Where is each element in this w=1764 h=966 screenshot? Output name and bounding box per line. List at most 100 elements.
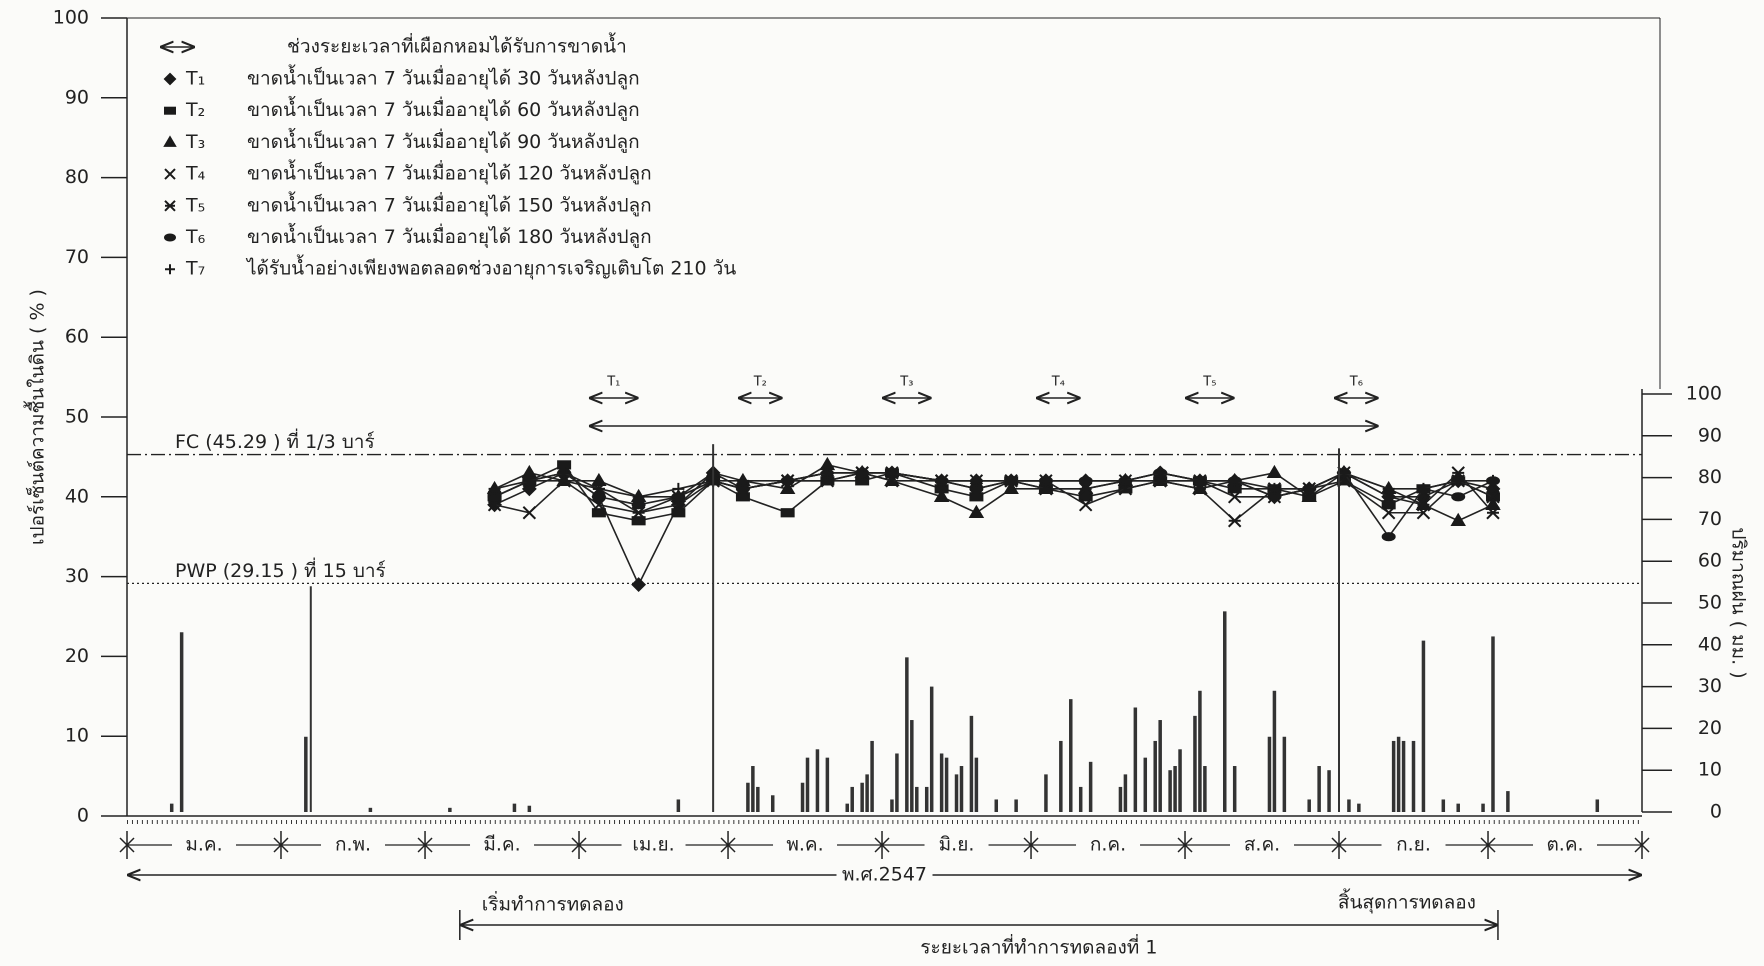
rain-bar xyxy=(826,758,830,812)
y2-tick-label: 20 xyxy=(1698,717,1722,739)
rain-bar xyxy=(1193,716,1197,812)
rain-bar xyxy=(528,806,532,812)
rain-bar xyxy=(1392,741,1396,812)
rain-bar xyxy=(1044,774,1048,812)
legend-name: T₃ xyxy=(185,131,205,153)
marker xyxy=(633,579,645,591)
y-tick-label: 60 xyxy=(65,326,89,348)
x-tick-label: ม.ค. xyxy=(185,834,222,856)
marker xyxy=(1268,467,1280,477)
legend-marker xyxy=(165,264,175,274)
rain-bar xyxy=(751,766,755,812)
rain-bar xyxy=(870,741,874,812)
rain-bar xyxy=(1442,799,1446,812)
experiment-start-label: เริ่มทำการทดลอง xyxy=(482,891,624,916)
rain-bar xyxy=(1124,774,1128,812)
y-tick-label: 30 xyxy=(65,565,89,587)
rain-bar xyxy=(712,444,714,812)
rain-bar xyxy=(1089,762,1093,812)
rain-bar xyxy=(1412,741,1416,812)
rain-bar xyxy=(513,804,517,812)
x-tick-label: เม.ย. xyxy=(632,834,674,856)
rain-bar xyxy=(970,716,974,812)
rain-bar xyxy=(940,753,944,812)
y2-tick-label: 0 xyxy=(1710,801,1722,823)
rain-bar xyxy=(905,657,909,812)
legend-marker xyxy=(165,201,175,211)
legend-stress-text: ช่วงระยะเวลาที่เผือกหอมได้รับการขาดน้ำ xyxy=(287,33,627,58)
legend-marker xyxy=(165,169,175,179)
rain-bar xyxy=(1079,787,1083,812)
legend-name: T₁ xyxy=(185,68,205,90)
rain-bar xyxy=(945,758,949,812)
legend-description: ขาดน้ำเป็นเวลา 7 วันเมื่ออายุได้ 150 วัน… xyxy=(247,191,652,217)
rain-bar xyxy=(865,774,869,812)
rain-bar xyxy=(369,808,373,812)
rain-bar xyxy=(1357,804,1361,812)
rain-bar xyxy=(1491,636,1495,812)
x-tick-label: พ.ค. xyxy=(786,834,823,856)
rain-bar xyxy=(1178,749,1182,812)
y-tick-label: 80 xyxy=(65,166,89,188)
rain-bar xyxy=(1268,737,1272,812)
rain-bar xyxy=(1481,804,1485,812)
rain-bar xyxy=(1422,641,1426,812)
rain-bar xyxy=(850,787,854,812)
x-tick-label: มี.ค. xyxy=(483,834,520,856)
legend-description: ขาดน้ำเป็นเวลา 7 วันเมื่ออายุได้ 60 วันห… xyxy=(247,96,640,122)
rain-bar xyxy=(915,787,919,812)
experiment-label: ระยะเวลาที่ทำการทดลองที่ 1 xyxy=(920,934,1157,959)
legend-description: ขาดน้ำเป็นเวลา 7 วันเมื่ออายุได้ 120 วัน… xyxy=(247,160,652,186)
marker xyxy=(1383,533,1395,540)
rain-bar xyxy=(448,808,452,812)
rain-bar xyxy=(1338,448,1340,812)
legend-name: T₄ xyxy=(185,163,206,185)
rain-bar xyxy=(1153,741,1157,812)
rain-bar xyxy=(170,804,174,812)
y-tick-label: 40 xyxy=(65,485,89,507)
rain-bar xyxy=(975,758,979,812)
rain-bar xyxy=(806,758,810,812)
marker xyxy=(1229,515,1241,527)
marker xyxy=(523,507,535,519)
legend-name: T₅ xyxy=(185,194,205,216)
legend-name: T₆ xyxy=(185,226,205,248)
rain-bar xyxy=(1014,799,1018,812)
y2-tick-label: 30 xyxy=(1698,675,1722,697)
rain-bar xyxy=(995,799,999,812)
stress-label: T₅ xyxy=(1202,375,1216,390)
rain-bar xyxy=(895,753,899,812)
rain-bar xyxy=(180,632,184,812)
rain-bar xyxy=(816,749,820,812)
y2-axis-label: ปริมาณฝน ( มม. ) xyxy=(1728,527,1750,678)
page: เปอร์เซ็นต์ความชื้นในดิน ( % ) ปริมาณฝน … xyxy=(0,0,1764,962)
rain-bar xyxy=(304,737,308,812)
legend-description: ขาดน้ำเป็นเวลา 7 วันเมื่ออายุได้ 30 วันห… xyxy=(247,65,640,91)
rain-bar xyxy=(1134,708,1138,813)
stress-label: T₄ xyxy=(1051,375,1065,390)
y-tick-label: 10 xyxy=(65,725,89,747)
legend-marker xyxy=(165,137,175,146)
rain-bar xyxy=(1307,799,1311,812)
rain-bar xyxy=(860,783,864,812)
rain-bar xyxy=(1223,611,1227,812)
x-tick-label: ส.ค. xyxy=(1244,834,1280,856)
rain-bar xyxy=(925,787,929,812)
year-label: พ.ศ.2547 xyxy=(842,864,927,886)
rain-bar xyxy=(1119,787,1123,812)
rain-bar xyxy=(910,720,914,812)
rain-bar xyxy=(310,586,312,812)
marker xyxy=(1452,515,1464,525)
legend-description: ขาดน้ำเป็นเวลา 7 วันเมื่ออายุได้ 180 วัน… xyxy=(247,223,652,249)
rain-bar xyxy=(1158,720,1162,812)
stress-label: T₆ xyxy=(1349,375,1363,390)
reference-label: FC (45.29 ) ที่ 1/3 บาร์ xyxy=(175,428,375,453)
legend-description: ได้รับน้ำอย่างเพียงพอตลอดช่วงอายุการเจริ… xyxy=(245,255,736,281)
rain-bar xyxy=(890,799,894,812)
rain-bar xyxy=(756,787,760,812)
y2-tick-label: 80 xyxy=(1698,466,1722,488)
reference-label: PWP (29.15 ) ที่ 15 บาร์ xyxy=(175,557,386,582)
marker xyxy=(782,509,794,516)
x-tick-label: ก.ค. xyxy=(1090,834,1126,856)
x-tick-label: ต.ค. xyxy=(1546,834,1583,856)
